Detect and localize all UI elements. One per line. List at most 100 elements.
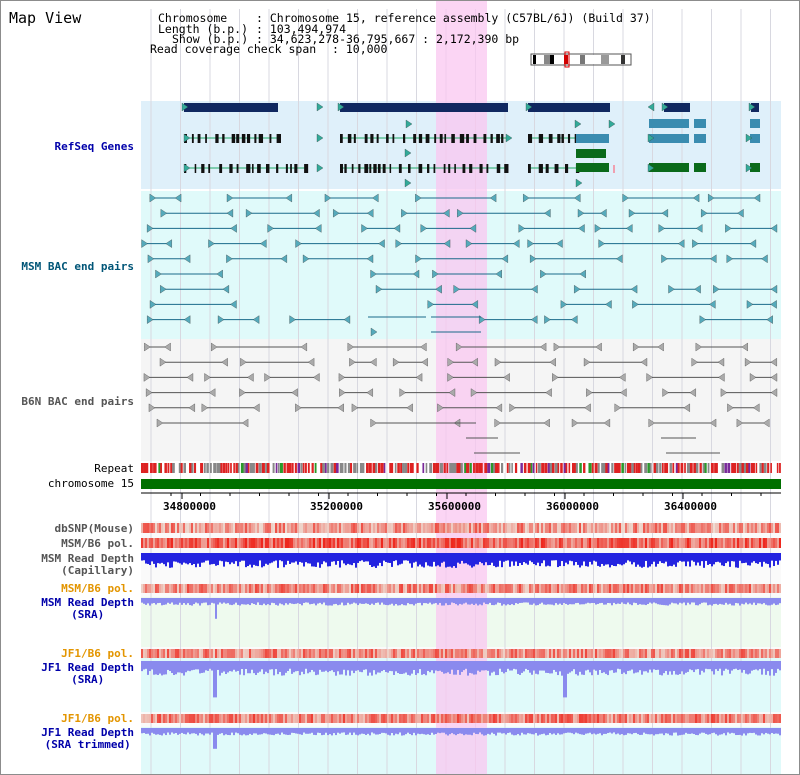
bac-end-arrow — [443, 208, 450, 218]
read-depth-bar — [557, 661, 559, 676]
pol-heat-cell — [331, 538, 333, 548]
track-label-b6n-bac[interactable]: B6N BAC end pairs — [21, 395, 134, 408]
bac-end-arrow — [571, 315, 578, 324]
pol-heat-cell — [621, 523, 623, 533]
read-depth-bar — [141, 661, 143, 672]
track-label-msm-b6-pol-1[interactable]: MSM/B6 pol. — [61, 537, 134, 550]
pol-heat-cell — [177, 584, 179, 593]
read-depth-bar — [769, 553, 771, 568]
read-depth-bar — [227, 598, 229, 604]
pol-heat-cell — [583, 714, 585, 723]
bac-end-arrow — [147, 254, 155, 264]
read-depth-bar — [471, 553, 473, 568]
read-depth-bar — [445, 553, 447, 568]
read-depth-bar — [697, 728, 699, 736]
read-depth-bar — [739, 598, 741, 606]
pol-heat-cell — [185, 649, 187, 658]
pol-heat-cell — [593, 538, 595, 548]
pol-heat-cell — [201, 538, 203, 548]
bac-end-arrow — [447, 357, 454, 367]
pol-heat-cell — [723, 649, 725, 658]
read-depth-bar — [721, 553, 723, 566]
pol-heat-cell — [617, 714, 619, 723]
track-label-repeat[interactable]: Repeat — [94, 462, 134, 475]
read-depth-bar — [319, 553, 321, 568]
read-depth-bar — [483, 598, 485, 603]
pol-heat-cell — [769, 538, 771, 548]
bac-end-arrow — [147, 315, 154, 324]
track-label-dbsnp[interactable]: dbSNP(Mouse) — [54, 522, 134, 535]
read-depth-bar — [691, 553, 693, 561]
bac-end-arrow — [619, 373, 626, 382]
bac-end-arrow — [149, 300, 157, 309]
read-depth-bar — [425, 598, 427, 604]
read-depth-bar — [361, 598, 363, 604]
gene-exon — [483, 134, 487, 143]
read-depth-bar — [637, 553, 639, 565]
gene-exon — [294, 164, 298, 173]
read-depth-bar — [419, 598, 421, 603]
read-depth-bar — [249, 661, 251, 674]
pol-heat-cell — [299, 523, 301, 533]
read-depth-bar — [535, 661, 537, 674]
pol-heat-cell — [285, 649, 287, 658]
read-depth-bar — [481, 728, 483, 735]
read-depth-bar — [513, 728, 515, 736]
pol-heat-cell — [555, 584, 557, 593]
read-depth-bar — [609, 598, 611, 604]
read-depth-bar — [639, 553, 641, 567]
track-label-jf1-b6-pol-2[interactable]: JF1/B6 pol. — [61, 712, 134, 725]
pol-heat-cell — [611, 584, 613, 593]
repeat-mark — [158, 463, 162, 473]
pol-heat-cell — [641, 523, 643, 533]
pol-heat-cell — [369, 584, 371, 593]
read-depth-bar — [255, 553, 257, 566]
pol-heat-cell — [399, 538, 401, 548]
pol-heat-cell — [541, 649, 543, 658]
track-label-msm-depth-sra[interactable]: MSM Read Depth (SRA) — [41, 597, 134, 621]
pol-heat-cell — [377, 523, 379, 533]
pol-heat-cell — [715, 523, 717, 533]
read-depth-bar — [621, 661, 623, 674]
read-depth-bar — [723, 553, 725, 567]
pol-heat-cell — [347, 538, 349, 548]
pol-heat-cell — [525, 523, 527, 533]
pol-heat-cell — [501, 584, 503, 593]
track-label-refseq[interactable]: RefSeq Genes — [54, 140, 134, 153]
pol-heat-cell — [601, 649, 603, 658]
read-depth-bar — [401, 661, 403, 674]
pol-heat-cell — [627, 649, 629, 658]
repeat-mark — [527, 463, 531, 473]
pol-heat-cell — [661, 584, 663, 593]
read-depth-bar — [691, 661, 693, 671]
read-depth-bar — [433, 661, 435, 674]
pol-heat-cell — [741, 714, 743, 723]
track-label-jf1-b6-pol-1[interactable]: JF1/B6 pol. — [61, 647, 134, 660]
pol-heat-cell — [615, 523, 617, 533]
pol-heat-cell — [437, 523, 439, 533]
read-depth-bar — [679, 598, 681, 603]
read-depth-bar — [295, 598, 297, 604]
track-label-msm-depth-capillary[interactable]: MSM Read Depth (Capillary) — [41, 553, 134, 577]
pol-heat-cell — [309, 538, 311, 548]
track-label-msm-bac[interactable]: MSM BAC end pairs — [21, 260, 134, 273]
track-label-jf1-depth-trimmed[interactable]: JF1 Read Depth (SRA trimmed) — [41, 727, 134, 751]
read-depth-bar — [513, 598, 515, 606]
pol-heat-cell — [221, 649, 223, 658]
pol-heat-cell — [717, 649, 719, 658]
read-depth-bar — [311, 728, 313, 733]
pol-heat-cell — [693, 714, 695, 723]
track-label-msm-b6-pol-2[interactable]: MSM/B6 pol. — [61, 582, 134, 595]
pol-heat-cell — [453, 714, 455, 723]
read-depth-bar — [757, 598, 759, 604]
axis-tick-5: 36400000 — [664, 500, 717, 513]
read-depth-bar — [645, 728, 647, 734]
read-depth-bar — [743, 661, 745, 671]
pol-heat-cell — [465, 714, 467, 723]
track-label-jf1-depth-sra[interactable]: JF1 Read Depth (SRA) — [41, 662, 134, 686]
read-depth-bar — [673, 728, 675, 733]
pol-heat-cell — [495, 714, 497, 723]
repeat-mark — [336, 463, 339, 473]
pol-heat-cell — [245, 538, 247, 548]
